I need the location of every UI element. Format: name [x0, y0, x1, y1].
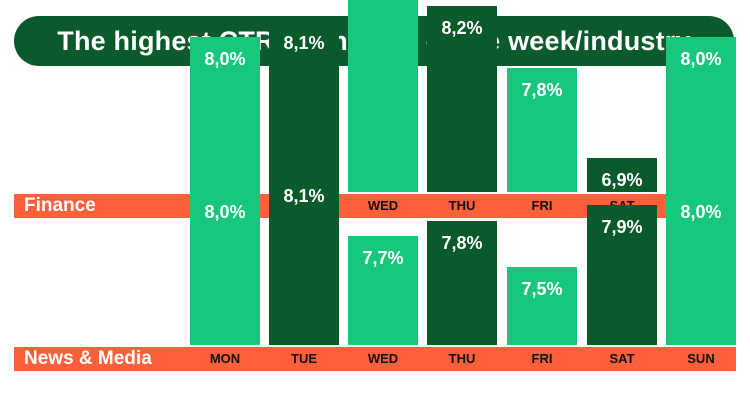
bar-mon — [190, 36, 260, 192]
bar-sun — [666, 36, 736, 192]
bar-tue — [269, 21, 339, 192]
value-label-sat: 7,9% — [601, 217, 643, 237]
bar-mon — [190, 189, 260, 345]
day-label-fri: FRI — [531, 351, 553, 366]
industry-label-finance: Finance — [24, 195, 96, 216]
value-label-fri: 7,8% — [521, 79, 563, 100]
news-media-panel: 8,0% 8,1% 7,7% 7,8% 7,5% 7,9% 8,0% News & Medi… — [0, 174, 750, 373]
value-label-thu: 7,8% — [441, 232, 483, 253]
bar-wed — [348, 0, 418, 192]
value-label-sat: 6,9% — [601, 170, 643, 190]
value-label-tue: 8,1% — [283, 33, 325, 53]
industry-label-news-media: News & Media — [24, 348, 152, 369]
value-label-fri: 7,5% — [521, 279, 563, 299]
day-label-mon: MON — [209, 351, 241, 366]
day-label-wed: WED — [367, 198, 399, 213]
value-label-sun: 8,0% — [680, 201, 722, 222]
value-label-thu: 8,2% — [441, 17, 483, 38]
bar-fri — [507, 67, 577, 192]
news-media-bars: 8,0% 8,1% 7,7% 7,8% 7,5% 7,9% 8,0% — [0, 174, 750, 373]
day-label-sat: SAT — [609, 351, 635, 366]
value-label-sun: 8,0% — [680, 48, 722, 69]
bar-sat — [587, 158, 657, 192]
value-label-tue: 8,1% — [283, 186, 325, 206]
bar-wed — [348, 236, 418, 345]
bar-sun — [666, 189, 736, 345]
value-label-mon: 8,0% — [204, 48, 246, 69]
finance-bars: 8,0%8,1%8,6%8,2%7,8%6,9%8,0% — [0, 0, 750, 220]
finance-panel: 8,0%8,1%8,6%8,2%7,8%6,9%8,0% Finance MON… — [0, 0, 750, 220]
day-label-sun: SUN — [687, 351, 715, 366]
bar-thu — [427, 5, 497, 192]
bar-tue — [269, 174, 339, 345]
day-label-fri: FRI — [531, 198, 553, 213]
bar-thu — [427, 220, 497, 345]
bar-fri — [507, 267, 577, 345]
value-label-wed: 7,7% — [362, 248, 404, 268]
value-label-mon: 8,0% — [204, 201, 246, 222]
bar-sat — [587, 205, 657, 345]
day-label-tue: TUE — [291, 351, 317, 366]
day-label-thu: THU — [448, 198, 476, 213]
day-label-wed: WED — [367, 351, 399, 366]
news-media-category-band: News & Media MON TUE WED THU FRI SAT SUN — [14, 347, 736, 371]
day-label-thu: THU — [448, 351, 476, 366]
